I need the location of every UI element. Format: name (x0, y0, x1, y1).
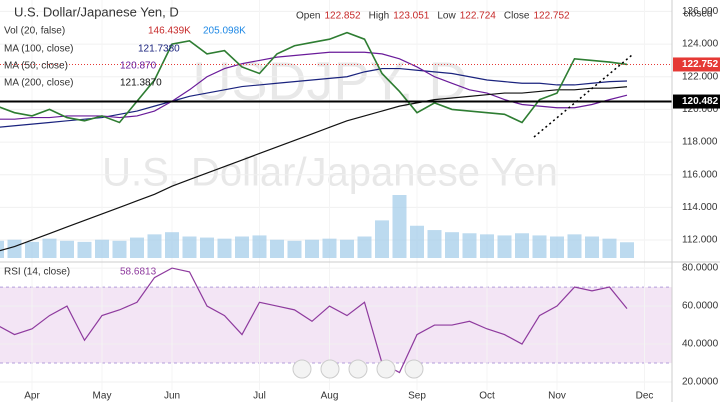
volume-bar (235, 236, 249, 258)
y-tick-label: 60.0000 (682, 301, 719, 312)
y-tick-label: 122.000 (682, 71, 719, 82)
y-tick-label: 112.000 (682, 235, 718, 246)
x-tick-label: Apr (24, 391, 40, 402)
zoom-in[interactable] (376, 359, 396, 379)
volume-bar (252, 235, 267, 258)
legend: U.S. Dollar/Japanese Yen, D closed Open 1… (4, 4, 712, 277)
x-tick-label: Oct (479, 391, 495, 402)
volume-bar (60, 240, 74, 258)
status: closed (684, 9, 713, 20)
legend-entry: RSI (14, close) (4, 267, 70, 278)
zoom-out[interactable] (320, 359, 340, 379)
volume-bar (515, 233, 529, 258)
volume-bar (287, 240, 302, 258)
price-tag-label: 120.482 (682, 96, 719, 107)
legend-value: 146.439K (148, 26, 191, 37)
volume-bar (532, 235, 547, 258)
nav-left[interactable] (292, 359, 312, 379)
y-tick-label: 120.000 (682, 104, 719, 115)
volume-bar (567, 234, 582, 258)
volume-bar (480, 234, 494, 258)
rsi-band (0, 287, 672, 364)
y-tick-label: 20.0000 (682, 377, 719, 388)
x-tick-label: Jul (253, 391, 266, 402)
series-line (0, 86, 628, 252)
volume-bar (340, 239, 354, 258)
volume-bar (497, 235, 512, 258)
legend-entry: Vol (20, false) (4, 26, 65, 37)
volume-bar (270, 239, 284, 258)
ohlc-value: 122.724 (460, 11, 497, 22)
series-line (0, 267, 628, 374)
trend-line (533, 54, 633, 138)
y-tick-label: 114.000 (682, 202, 718, 213)
volume-bar (7, 239, 22, 258)
ohlc-name: Low (437, 11, 456, 22)
volume-bar (95, 239, 109, 258)
volume-bar (130, 237, 144, 258)
navigation[interactable] (292, 359, 424, 379)
price-tag (673, 57, 720, 72)
chart-title: U.S. Dollar/Japanese Yen, D (14, 4, 179, 19)
x-tick-label: Jun (164, 391, 180, 402)
legend-value: 205.098K (203, 26, 246, 37)
volume-bar (25, 241, 39, 258)
volume-bar (112, 240, 127, 258)
y-tick-label: 124.000 (682, 39, 719, 50)
volume-bar (147, 234, 162, 258)
volume-bar (77, 241, 92, 258)
legend-entry: MA (50, close) (4, 61, 68, 72)
nav-right[interactable] (404, 359, 424, 379)
volume-bar (602, 238, 617, 258)
y-tick-label: 40.0000 (682, 339, 719, 350)
legend-value: 121.7380 (138, 44, 180, 55)
legend-value: 120.870 (120, 61, 157, 72)
ohlc-value: 122.752 (533, 11, 570, 22)
volume-bar (445, 232, 459, 258)
volume-bar (427, 230, 442, 258)
legend-entry: MA (100, close) (4, 44, 73, 55)
ohlc-name: Close (504, 11, 530, 22)
volume-bar (410, 225, 424, 258)
price-tag (673, 94, 720, 109)
x-tick-label: Nov (548, 391, 566, 402)
volume-bar (322, 238, 337, 258)
series-line (0, 67, 628, 128)
x-tick-label: May (93, 391, 112, 402)
ohlc-name: Open (296, 11, 320, 22)
volume-bar (462, 233, 477, 258)
volume-bar (620, 242, 634, 258)
volume-bar (357, 236, 372, 258)
volume-bar (305, 239, 319, 258)
x-tick-label: Sep (408, 391, 426, 402)
volume-bar (165, 232, 179, 258)
x-tick-label: Dec (636, 391, 654, 402)
volume-bar (200, 237, 214, 258)
y-tick-label: 126.000 (682, 6, 719, 17)
x-tick-label: Aug (321, 391, 339, 402)
volume-bar (550, 236, 564, 258)
ohlc-value: 123.051 (393, 11, 430, 22)
volume-bar (585, 236, 599, 258)
reset[interactable] (348, 359, 368, 379)
volume-bar (42, 238, 57, 258)
volume-bar (375, 220, 389, 258)
volume-bar (217, 238, 232, 258)
volume-bar (0, 240, 4, 258)
y-tick-label: 80.0000 (682, 263, 719, 274)
y-tick-label: 118.000 (682, 137, 718, 148)
price-line (0, 31, 628, 124)
ohlc-value: 122.852 (324, 11, 361, 22)
ohlc-name: High (369, 11, 390, 22)
price-tag-label: 122.752 (682, 59, 719, 70)
volume-bar (182, 236, 197, 258)
volume-bar (392, 195, 407, 258)
legend-value: 58.6813 (120, 267, 157, 278)
y-tick-label: 116.000 (682, 169, 718, 180)
legend-value: 121.3870 (120, 78, 162, 89)
legend-entry: MA (200, close) (4, 78, 73, 89)
